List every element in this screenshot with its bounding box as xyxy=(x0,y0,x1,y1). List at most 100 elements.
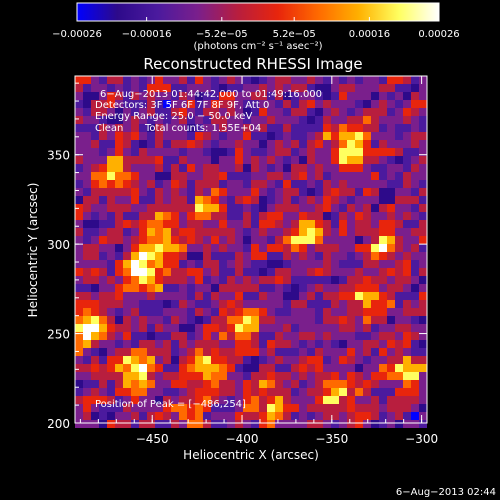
heatmap-cell xyxy=(419,204,427,212)
heatmap-cell xyxy=(75,236,83,244)
heatmap-cell xyxy=(83,220,91,228)
heatmap-cell xyxy=(363,292,371,300)
heatmap-cell xyxy=(315,404,323,412)
heatmap-cell xyxy=(211,212,219,220)
heatmap-cell xyxy=(411,132,419,140)
heatmap-cell xyxy=(403,316,411,324)
heatmap-cell xyxy=(275,316,283,324)
heatmap-cell xyxy=(115,92,123,100)
heatmap-cell xyxy=(155,252,163,260)
heatmap-cell xyxy=(99,236,107,244)
heatmap-cell xyxy=(419,388,427,396)
heatmap-cell xyxy=(155,292,163,300)
heatmap-cell xyxy=(123,404,131,412)
heatmap-cell xyxy=(251,268,259,276)
heatmap-cell xyxy=(123,340,131,348)
heatmap-cell xyxy=(195,124,203,132)
heatmap-cell xyxy=(251,204,259,212)
heatmap-cell xyxy=(323,276,331,284)
heatmap-cell xyxy=(203,412,211,420)
heatmap-cell xyxy=(203,124,211,132)
heatmap-cell xyxy=(355,260,363,268)
heatmap-cell xyxy=(299,404,307,412)
heatmap-cell xyxy=(291,188,299,196)
heatmap-cell xyxy=(419,412,427,420)
heatmap-cell xyxy=(83,188,91,196)
heatmap-cell xyxy=(83,244,91,252)
heatmap-cell xyxy=(155,380,163,388)
heatmap-cell xyxy=(411,92,419,100)
heatmap-cell xyxy=(267,420,275,428)
heatmap-cell xyxy=(139,388,147,396)
heatmap-cell xyxy=(235,356,243,364)
heatmap-cell xyxy=(291,116,299,124)
heatmap-cell xyxy=(211,172,219,180)
heatmap-cell xyxy=(91,276,99,284)
heatmap-cell xyxy=(83,116,91,124)
heatmap-cell xyxy=(115,284,123,292)
heatmap-cell xyxy=(99,164,107,172)
heatmap-cell xyxy=(387,300,395,308)
heatmap-cell xyxy=(379,420,387,428)
heatmap-cell xyxy=(219,308,227,316)
heatmap-cell xyxy=(99,172,107,180)
heatmap-cell xyxy=(387,252,395,260)
heatmap-cell xyxy=(387,372,395,380)
heatmap-cell xyxy=(227,348,235,356)
heatmap-cell xyxy=(403,252,411,260)
heatmap-cell xyxy=(307,196,315,204)
heatmap-cell xyxy=(123,364,131,372)
y-tick-label: 300 xyxy=(47,238,70,252)
heatmap-cell xyxy=(195,252,203,260)
heatmap-cell xyxy=(195,220,203,228)
heatmap-cell xyxy=(331,372,339,380)
heatmap-cell xyxy=(187,388,195,396)
heatmap-cell xyxy=(187,92,195,100)
heatmap-cell xyxy=(379,316,387,324)
heatmap-cell xyxy=(131,180,139,188)
heatmap-cell xyxy=(275,300,283,308)
heatmap-cell xyxy=(107,396,115,404)
heatmap-cell xyxy=(131,348,139,356)
heatmap-cell xyxy=(347,236,355,244)
heatmap-cell xyxy=(99,412,107,420)
heatmap-cell xyxy=(251,196,259,204)
heatmap-cell xyxy=(363,388,371,396)
heatmap-cell xyxy=(187,356,195,364)
heatmap-cell xyxy=(307,228,315,236)
heatmap-cell xyxy=(299,300,307,308)
heatmap-cell xyxy=(267,284,275,292)
heatmap-cell xyxy=(363,340,371,348)
heatmap-cell xyxy=(235,396,243,404)
heatmap-cell xyxy=(331,356,339,364)
heatmap-cell xyxy=(347,84,355,92)
heatmap-cell xyxy=(275,252,283,260)
heatmap-cell xyxy=(347,412,355,420)
heatmap-cell xyxy=(331,164,339,172)
heatmap-cell xyxy=(339,204,347,212)
heatmap-cell xyxy=(419,220,427,228)
heatmap-cell xyxy=(83,236,91,244)
heatmap-cell xyxy=(187,196,195,204)
heatmap-cell xyxy=(387,292,395,300)
heatmap-cell xyxy=(107,340,115,348)
heatmap-cell xyxy=(91,364,99,372)
heatmap-cell xyxy=(395,164,403,172)
heatmap-cell xyxy=(403,420,411,428)
heatmap-cell xyxy=(123,316,131,324)
heatmap-cell xyxy=(371,388,379,396)
heatmap-cell xyxy=(395,220,403,228)
heatmap-cell xyxy=(323,364,331,372)
heatmap-cell xyxy=(107,172,115,180)
heatmap-cell xyxy=(147,76,155,84)
heatmap-cell xyxy=(299,324,307,332)
heatmap-cell xyxy=(99,268,107,276)
heatmap-cell xyxy=(131,284,139,292)
heatmap-cell xyxy=(291,100,299,108)
heatmap-cell xyxy=(339,212,347,220)
heatmap-cell xyxy=(131,116,139,124)
heatmap-cell xyxy=(331,388,339,396)
heatmap-cell xyxy=(339,156,347,164)
heatmap-cell xyxy=(315,268,323,276)
heatmap-cell xyxy=(347,388,355,396)
